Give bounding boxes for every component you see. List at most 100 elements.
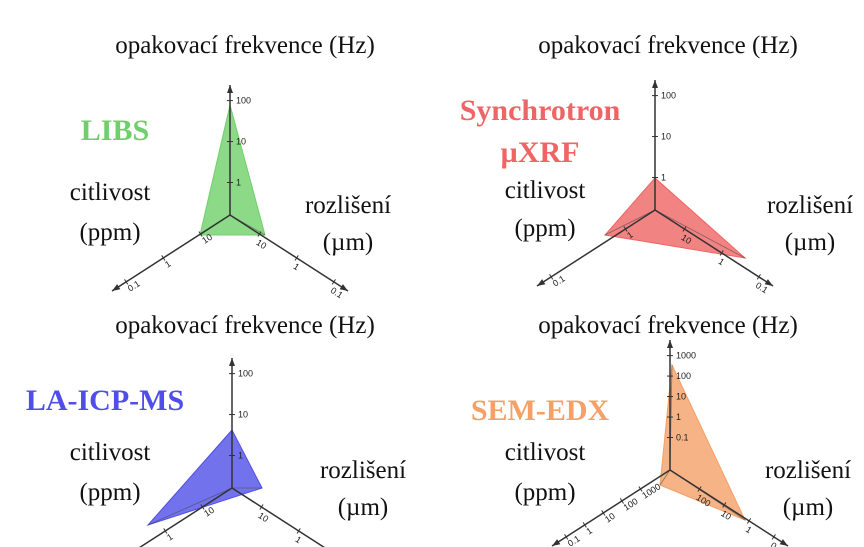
axis-tick: [200, 504, 205, 510]
tick-label: 1: [292, 261, 302, 272]
tick-label: 10: [200, 232, 214, 246]
sensitivity-label: (ppm): [514, 215, 575, 242]
tick-label: 1000: [640, 481, 662, 500]
resolution-label: (µm): [785, 229, 836, 256]
frequency-label: opakovací frekvence (Hz): [115, 312, 375, 339]
axis-tick: [163, 528, 168, 534]
profile-edge: [604, 209, 656, 236]
axis-tick: [619, 498, 624, 504]
axis-arrow: [112, 284, 121, 291]
tick-label: 1: [163, 258, 173, 269]
sensitivity-label: (ppm): [79, 219, 140, 246]
axis-tick: [756, 274, 761, 280]
axis-tick: [124, 279, 129, 285]
resolution-label: rozlišení: [305, 192, 391, 219]
tick-label: 10: [719, 508, 733, 522]
resolution-label: rozlišení: [320, 457, 406, 484]
axis-arrow: [537, 279, 546, 286]
sensitivity-label: citlivost: [70, 179, 151, 206]
sensitivity-label: citlivost: [505, 439, 586, 466]
axis-arrow: [652, 80, 658, 88]
resolution-label: (µm): [338, 494, 389, 521]
sensitivity-label: (ppm): [514, 479, 575, 506]
tick-label: 100: [676, 371, 691, 381]
axis-arrow: [227, 85, 233, 93]
axis: [229, 214, 349, 292]
tick-label: 10: [676, 392, 686, 402]
profile-edge: [654, 209, 746, 259]
tick-label: 1: [717, 256, 727, 267]
axis-tick: [601, 510, 606, 516]
tick-label: 10: [679, 232, 693, 246]
axis-tick: [682, 226, 687, 232]
tick-label: 1: [676, 412, 681, 422]
tick-label: 100: [236, 96, 251, 106]
method-name: LIBS: [81, 114, 149, 147]
axis-arrow: [779, 539, 788, 546]
tick-label: 0.1: [769, 540, 785, 547]
profile-edge: [659, 469, 671, 486]
profile-area: [604, 177, 747, 259]
tick-label: 1: [744, 524, 754, 535]
profile-area: [146, 429, 263, 527]
axis-tick: [564, 534, 569, 540]
tick-label: 10: [256, 510, 270, 524]
axis-tick: [331, 279, 336, 285]
axis-tick: [294, 255, 299, 261]
resolution-label: rozlišení: [765, 457, 851, 484]
tick-label: 0.1: [566, 533, 582, 547]
axis-tick: [582, 522, 587, 528]
axis: [669, 469, 789, 547]
axis-tick: [771, 534, 776, 540]
sensitivity-label: citlivost: [70, 439, 151, 466]
tick-label: 1: [238, 451, 243, 461]
axis-tick: [722, 502, 727, 508]
tick-label: 1: [165, 531, 175, 542]
axis-arrow: [667, 340, 673, 348]
axis: [139, 487, 233, 547]
profile-edge: [147, 487, 233, 526]
axis-arrow: [764, 279, 773, 286]
sensitivity-label: (ppm): [79, 479, 140, 506]
tick-label: 100: [238, 369, 253, 379]
tick-label: 1: [294, 534, 304, 545]
axis-tick: [257, 231, 262, 237]
tick-label: 10: [236, 137, 246, 147]
axis: [536, 209, 656, 287]
tick-label: 1000: [676, 351, 696, 361]
axis-tick: [161, 255, 166, 261]
axis-tick: [747, 518, 752, 524]
method-name: Synchrotron: [460, 94, 621, 127]
profile-area: [199, 104, 266, 236]
axis-tick: [296, 528, 301, 534]
axis-tick: [719, 250, 724, 256]
axis: [654, 209, 774, 287]
axis-arrow: [229, 358, 235, 366]
axis-tick: [198, 231, 203, 237]
axis: [231, 487, 325, 547]
tick-label: 10: [238, 410, 248, 420]
method-name: µXRF: [501, 136, 580, 169]
resolution-label: (µm): [323, 229, 374, 256]
panel: 10001001010.110001001010.11001010.1opako…: [471, 312, 851, 547]
resolution-label: rozlišení: [767, 192, 853, 219]
tick-label: 100: [661, 91, 676, 101]
axis-tick: [259, 504, 264, 510]
tick-label: 1: [584, 525, 594, 536]
frequency-label: opakovací frekvence (Hz): [538, 312, 798, 339]
tick-label: 10: [661, 132, 671, 142]
tick-label: 1: [661, 173, 666, 183]
profile-area: [659, 363, 747, 521]
frequency-label: opakovací frekvence (Hz): [115, 32, 375, 59]
resolution-label: (µm): [783, 494, 834, 521]
axis-tick: [623, 226, 628, 232]
axis-arrow: [339, 284, 348, 291]
method-name: LA-ICP-MS: [26, 384, 184, 417]
axis: [111, 214, 231, 292]
axis-tick: [697, 486, 702, 492]
frequency-label: opakovací frekvence (Hz): [538, 32, 798, 59]
tick-label: 10: [254, 237, 268, 251]
